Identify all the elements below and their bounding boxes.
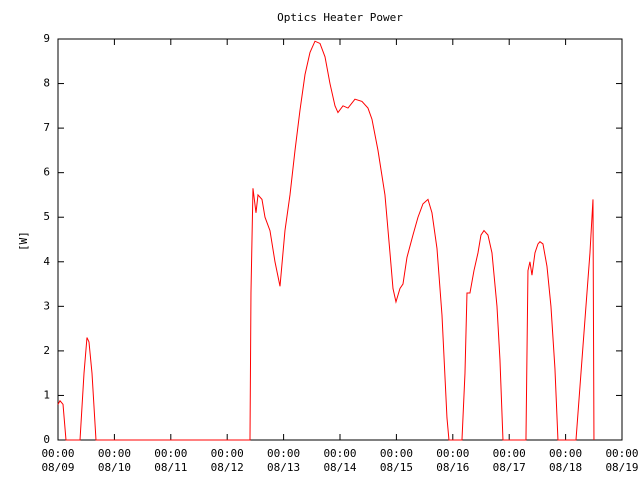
y-tick-label: 4 bbox=[43, 255, 50, 268]
chart-title: Optics Heater Power bbox=[277, 11, 403, 24]
data-line bbox=[57, 40, 595, 441]
y-tick-label: 5 bbox=[43, 210, 50, 223]
x-tick-label: 08/09 bbox=[41, 461, 74, 474]
x-tick-label: 00:00 bbox=[436, 447, 469, 460]
y-tick-label: 1 bbox=[43, 388, 50, 401]
x-tick-label: 00:00 bbox=[41, 447, 74, 460]
x-tick-label: 00:00 bbox=[98, 447, 131, 460]
x-tick-label: 08/14 bbox=[323, 461, 356, 474]
x-tick-label: 08/13 bbox=[267, 461, 300, 474]
x-tick-label: 08/11 bbox=[154, 461, 187, 474]
y-tick-label: 8 bbox=[43, 77, 50, 90]
x-tick-label: 00:00 bbox=[211, 447, 244, 460]
x-tick-label: 08/10 bbox=[98, 461, 131, 474]
y-tick-label: 2 bbox=[43, 344, 50, 357]
x-tick-label: 00:00 bbox=[154, 447, 187, 460]
x-tick-label: 08/15 bbox=[380, 461, 413, 474]
x-tick-label: 00:00 bbox=[267, 447, 300, 460]
y-tick-label: 9 bbox=[43, 32, 50, 45]
y-tick-label: 6 bbox=[43, 166, 50, 179]
x-tick-label: 08/16 bbox=[436, 461, 469, 474]
y-axis-label: [W] bbox=[17, 231, 30, 251]
y-tick-label: 0 bbox=[43, 433, 50, 446]
x-tick-label: 08/19 bbox=[605, 461, 638, 474]
y-tick-label: 3 bbox=[43, 299, 50, 312]
x-tick-label: 08/18 bbox=[549, 461, 582, 474]
x-tick-label: 00:00 bbox=[549, 447, 582, 460]
x-tick-label: 00:00 bbox=[323, 447, 356, 460]
x-tick-label: 00:00 bbox=[380, 447, 413, 460]
x-tick-label: 08/17 bbox=[493, 461, 526, 474]
x-tick-label: 08/12 bbox=[211, 461, 244, 474]
x-tick-label: 00:00 bbox=[605, 447, 638, 460]
y-tick-label: 7 bbox=[43, 121, 50, 134]
x-tick-label: 00:00 bbox=[493, 447, 526, 460]
